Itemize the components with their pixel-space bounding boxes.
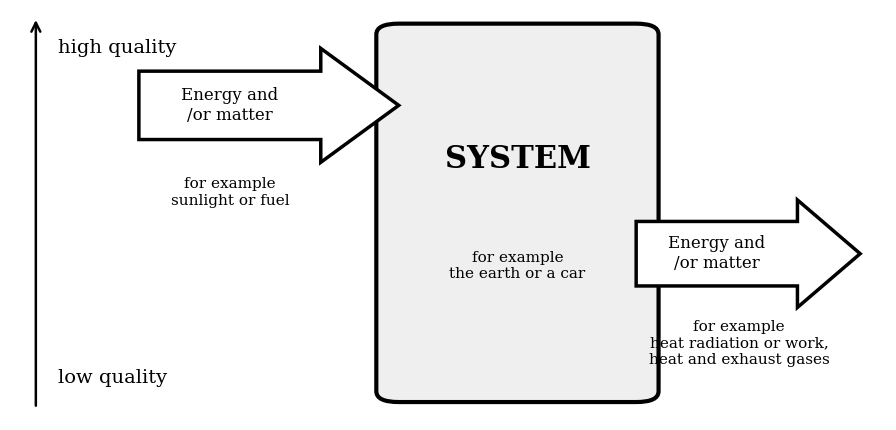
Text: Energy and
/or matter: Energy and /or matter bbox=[668, 235, 765, 272]
Polygon shape bbox=[636, 200, 860, 307]
Text: for example
the earth or a car: for example the earth or a car bbox=[449, 251, 586, 282]
Polygon shape bbox=[139, 49, 399, 162]
Text: Energy and
/or matter: Energy and /or matter bbox=[181, 87, 279, 124]
Text: low quality: low quality bbox=[58, 369, 168, 387]
Text: for example
sunlight or fuel: for example sunlight or fuel bbox=[170, 177, 289, 208]
Text: for example
heat radiation or work,
heat and exhaust gases: for example heat radiation or work, heat… bbox=[649, 320, 830, 367]
Text: high quality: high quality bbox=[58, 39, 177, 57]
Text: SYSTEM: SYSTEM bbox=[444, 144, 590, 175]
FancyBboxPatch shape bbox=[376, 24, 659, 402]
